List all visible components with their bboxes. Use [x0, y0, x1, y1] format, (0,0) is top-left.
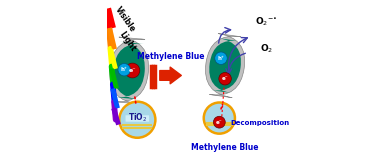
Text: O$_2$$^{-•}$: O$_2$$^{-•}$ — [255, 15, 277, 28]
Circle shape — [214, 116, 225, 128]
Text: h⁺: h⁺ — [218, 56, 225, 61]
Text: O$_2$: O$_2$ — [260, 43, 273, 55]
FancyBboxPatch shape — [110, 37, 149, 104]
Text: Decomposition: Decomposition — [231, 120, 290, 126]
Text: h⁺: h⁺ — [121, 67, 128, 72]
Circle shape — [125, 63, 140, 78]
Text: TiO$_2$: TiO$_2$ — [128, 112, 147, 124]
Text: e⁻: e⁻ — [216, 120, 223, 125]
Text: Methylene Blue: Methylene Blue — [191, 143, 259, 152]
FancyBboxPatch shape — [209, 38, 241, 93]
Circle shape — [219, 72, 231, 85]
Circle shape — [119, 102, 155, 138]
Text: e⁻: e⁻ — [222, 76, 228, 81]
Circle shape — [215, 52, 227, 64]
Text: Light: Light — [118, 30, 138, 53]
Text: Methylene Blue: Methylene Blue — [137, 52, 204, 61]
Text: Visible: Visible — [113, 5, 138, 34]
FancyBboxPatch shape — [206, 34, 245, 98]
Text: e⁻: e⁻ — [129, 68, 136, 73]
FancyBboxPatch shape — [125, 115, 149, 122]
FancyBboxPatch shape — [113, 42, 145, 99]
FancyArrowPatch shape — [160, 67, 181, 84]
Circle shape — [118, 63, 130, 76]
Circle shape — [204, 102, 235, 134]
